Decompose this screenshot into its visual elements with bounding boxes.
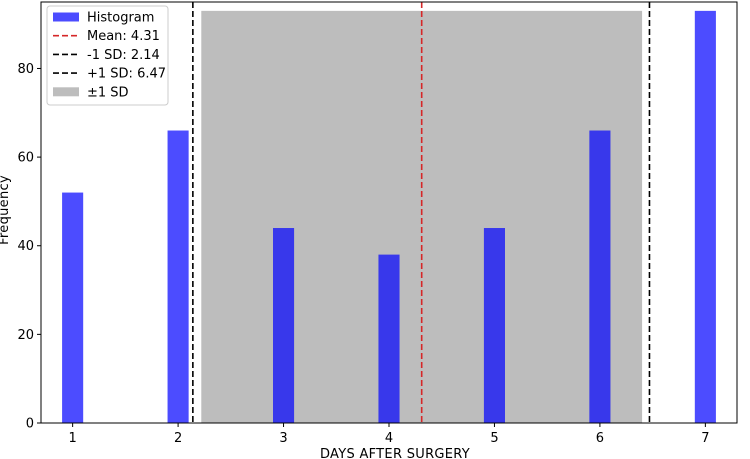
y-axis-label: Frequency (0, 175, 12, 245)
legend-sd-band-label: ±1 SD (87, 85, 129, 100)
x-tick-label: 7 (701, 431, 709, 446)
legend-mean-label: Mean: 4.31 (87, 29, 160, 44)
y-tick-label: 0 (26, 417, 34, 432)
legend-histogram-swatch (53, 12, 79, 22)
legend-plus-sd-label: +1 SD: 6.47 (87, 67, 166, 82)
legend-sd-band-swatch (53, 87, 79, 97)
x-tick-label: 3 (279, 431, 287, 446)
x-tick-label: 2 (174, 431, 182, 446)
histogram-bar (167, 130, 189, 423)
y-tick-label: 40 (17, 239, 34, 254)
x-tick-label: 1 (68, 431, 76, 446)
legend: Histogram Mean: 4.31 -1 SD: 2.14 +1 SD: 6.4… (46, 5, 169, 106)
histogram-bar (694, 10, 716, 423)
histogram-bar (589, 130, 611, 423)
legend-minus-sd-label: -1 SD: 2.14 (87, 48, 160, 63)
y-tick-label: 60 (17, 151, 34, 166)
x-axis-label: DAYS AFTER SURGERY (320, 447, 470, 459)
histogram-bar (483, 228, 505, 423)
legend-histogram-label: Histogram (87, 11, 154, 26)
legend-box (46, 5, 169, 106)
histogram-bar (378, 254, 400, 423)
sd-band (201, 10, 643, 423)
histogram-bar (273, 228, 295, 423)
y-tick-label: 80 (17, 62, 34, 77)
x-tick-label: 6 (596, 431, 604, 446)
x-tick-label: 5 (490, 431, 498, 446)
histogram-bar (62, 192, 84, 423)
x-tick-label: 4 (385, 431, 393, 446)
y-tick-label: 20 (17, 328, 34, 343)
